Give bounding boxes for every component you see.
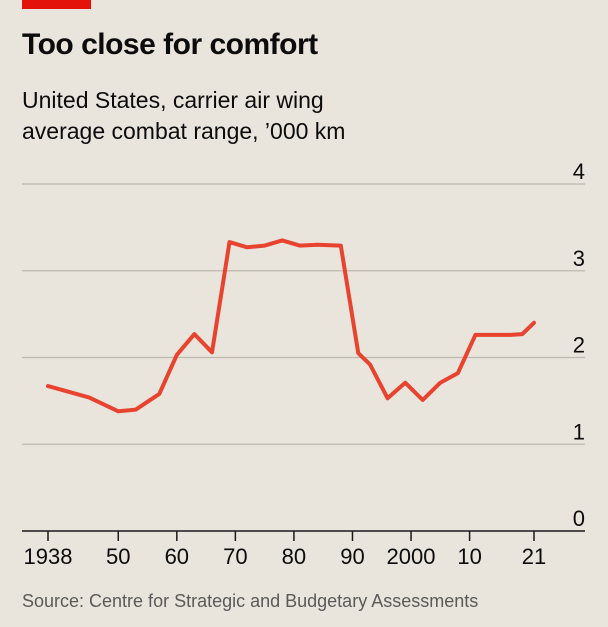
y-tick-label-0: 0 [573, 506, 585, 531]
subtitle-line-2: average combat range, ’000 km [22, 118, 346, 144]
x-axis: 1938 50 60 70 80 90 2000 10 21 [22, 530, 585, 569]
x-tick-label-80: 80 [282, 544, 306, 569]
chart-subtitle: United States, carrier air wing average … [22, 85, 582, 147]
x-tick-label-50: 50 [106, 544, 130, 569]
x-tick-label-21: 21 [522, 544, 546, 569]
subtitle-line-1: United States, carrier air wing [22, 87, 324, 113]
y-tick-label-2: 2 [573, 333, 585, 358]
x-tick-label-10: 10 [457, 544, 481, 569]
chart-title: Too close for comfort [22, 28, 318, 61]
x-tick-label-2000: 2000 [387, 544, 436, 569]
series-line-0 [46, 238, 536, 414]
y-tick-labels: 0 1 2 3 4 [573, 159, 585, 531]
y-tick-label-4: 4 [573, 159, 585, 184]
source-note: Source: Centre for Strategic and Budgeta… [22, 591, 479, 611]
x-tick-label-60: 60 [165, 544, 189, 569]
brand-tag [22, 0, 91, 9]
y-tick-label-3: 3 [573, 246, 585, 271]
series-layer [46, 238, 536, 414]
grid-lines [22, 183, 585, 445]
x-tick-label-1938: 1938 [24, 544, 73, 569]
y-tick-label-1: 1 [573, 419, 585, 444]
x-tick-label-90: 90 [340, 544, 364, 569]
x-tick-label-70: 70 [223, 544, 247, 569]
